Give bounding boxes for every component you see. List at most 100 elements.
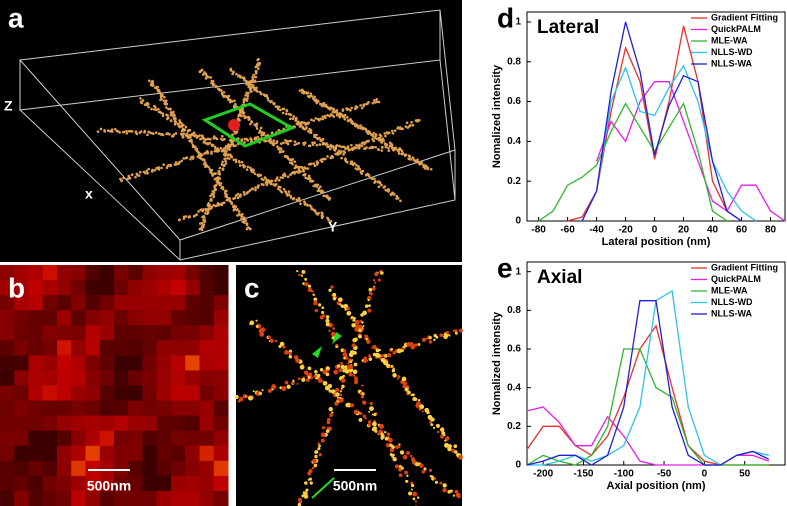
pixel — [156, 280, 172, 296]
spot — [393, 457, 396, 460]
fiber-dot — [311, 143, 315, 146]
pixel — [14, 445, 29, 462]
spot — [300, 274, 304, 277]
fiber-dot — [207, 75, 210, 79]
spot — [364, 417, 367, 420]
spot — [249, 322, 252, 325]
x-tick-label: 0 — [652, 225, 658, 236]
fiber-dot — [294, 119, 298, 122]
fiber-dot — [234, 160, 238, 164]
fiber-dot — [349, 109, 352, 112]
spot — [325, 318, 330, 323]
pixel — [213, 280, 229, 296]
fiber-dot — [233, 131, 237, 135]
fiber-dot — [237, 210, 241, 213]
fiber-dot — [196, 155, 200, 158]
fiber-dot — [315, 143, 319, 147]
pixel — [128, 280, 143, 296]
spot — [449, 489, 453, 493]
fiber-dot — [180, 129, 184, 133]
fiber-dot — [302, 169, 305, 173]
pixel — [14, 430, 29, 447]
spot — [359, 411, 363, 416]
fiber-dot — [390, 145, 393, 148]
spot — [398, 445, 401, 449]
fiber-dot — [135, 132, 139, 136]
pixel — [71, 280, 86, 296]
fiber-dot — [345, 116, 349, 119]
pixel — [71, 325, 86, 341]
fiber-dot — [221, 168, 225, 171]
fiber-dot — [307, 121, 311, 124]
fiber-dot — [178, 160, 181, 164]
fiber-dot — [313, 95, 316, 99]
spot — [367, 308, 370, 311]
spot — [444, 442, 450, 448]
fiber-dot — [350, 106, 354, 110]
fiber-dot — [214, 177, 218, 181]
pixel — [213, 430, 229, 447]
fiber-dot — [222, 201, 226, 204]
spot — [367, 299, 370, 302]
x-tick-label: -100 — [614, 469, 634, 480]
fiber-dot — [401, 152, 405, 155]
pixel — [142, 475, 158, 492]
fiber-dot — [320, 160, 324, 163]
spot — [402, 454, 408, 460]
fiber-dot — [154, 131, 158, 134]
series-line — [526, 406, 770, 466]
fiber-dot — [328, 114, 331, 118]
pixel — [42, 430, 58, 447]
fiber-dot — [328, 196, 332, 200]
fiber-dot — [207, 204, 210, 208]
pixel — [185, 430, 200, 447]
fiber-dot — [297, 171, 300, 174]
fiber-dot — [144, 171, 147, 175]
spot — [444, 439, 447, 442]
fiber-dot — [285, 109, 289, 113]
fiber-dot — [169, 119, 173, 122]
spot — [259, 332, 265, 337]
pixel — [128, 265, 143, 281]
legend-label: Gradient Fitting — [711, 12, 778, 22]
fiber-dot — [303, 141, 307, 145]
fiber-dot — [243, 221, 246, 225]
pixel — [85, 460, 101, 477]
spot — [327, 383, 333, 389]
fiber-dot — [253, 80, 256, 84]
x-tick-label: -20 — [618, 225, 633, 236]
pixel — [57, 265, 72, 281]
fiber-dot — [289, 139, 293, 143]
pixel — [14, 310, 29, 326]
fiber-dot — [332, 148, 336, 151]
fiber-dot — [353, 146, 357, 150]
fiber-dot — [146, 133, 149, 137]
fiber-dot — [299, 170, 302, 173]
pixel — [213, 355, 229, 371]
fiber-dot — [341, 109, 345, 112]
spot — [412, 491, 418, 497]
y-axis-label: Nomalized intensity — [491, 311, 503, 415]
y-tick-label: 0.8 — [507, 56, 521, 67]
panel-label: c — [244, 272, 260, 303]
y-tick-label: 1 — [515, 266, 521, 277]
spot — [421, 470, 425, 474]
pixel — [128, 490, 143, 506]
pixel — [99, 340, 115, 356]
fiber-dot — [223, 137, 226, 141]
fiber-dot — [346, 145, 350, 148]
fiber-dot — [286, 142, 290, 146]
pixel — [114, 400, 129, 417]
fiber-dot — [255, 127, 259, 130]
pixel — [156, 355, 172, 371]
pixel — [42, 340, 58, 356]
spot — [339, 390, 342, 393]
fiber-dot — [318, 102, 322, 106]
spot — [397, 375, 401, 379]
pixel — [71, 460, 86, 477]
fiber-dot — [249, 86, 253, 90]
pixel — [14, 280, 29, 296]
pixel — [128, 415, 143, 432]
pixel — [14, 490, 29, 506]
fiber-dot — [293, 143, 297, 147]
